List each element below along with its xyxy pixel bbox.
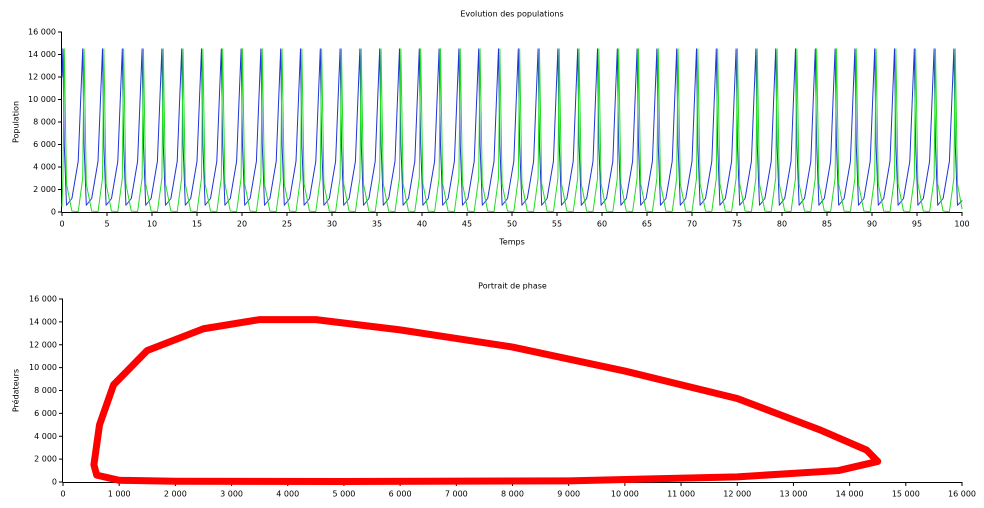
series-line: [61, 48, 963, 206]
chart-title: Portrait de phase: [478, 282, 547, 291]
x-tick-label: 13 000: [779, 490, 807, 499]
x-tick-label: 11 000: [667, 490, 695, 499]
y-tick-label: 2 000: [33, 185, 56, 194]
y-tick-label: 14 000: [28, 50, 56, 59]
x-tick-label: 70: [687, 220, 697, 229]
x-tick-label: 0: [60, 490, 65, 499]
x-tick-label: 40: [417, 220, 427, 229]
x-tick-label: 65: [642, 220, 652, 229]
y-tick-label: 16 000: [28, 28, 56, 37]
x-tick-label: 7 000: [445, 490, 468, 499]
x-tick-label: 4 000: [276, 490, 299, 499]
x-axis-label: Temps: [498, 238, 525, 247]
x-tick-label: 20: [237, 220, 247, 229]
y-tick-label: 4 000: [33, 163, 56, 172]
x-tick-label: 9 000: [557, 490, 580, 499]
x-tick-label: 10 000: [611, 490, 639, 499]
x-tick-label: 45: [462, 220, 472, 229]
y-tick-label: 16 000: [29, 295, 57, 304]
x-tick-label: 1 000: [108, 490, 131, 499]
chart-title: Evolution des populations: [460, 10, 563, 19]
y-tick-label: 14 000: [29, 317, 57, 326]
x-tick-label: 5: [104, 220, 109, 229]
y-tick-label: 10 000: [28, 95, 56, 104]
x-tick-label: 3 000: [220, 490, 243, 499]
x-tick-label: 15 000: [892, 490, 920, 499]
y-tick-label: 8 000: [34, 386, 57, 395]
x-tick-label: 0: [59, 220, 64, 229]
y-tick-label: 2 000: [34, 455, 57, 464]
y-tick-label: 12 000: [28, 73, 56, 82]
y-tick-label: 8 000: [33, 118, 56, 127]
x-tick-label: 60: [597, 220, 607, 229]
series-line: [90, 316, 882, 486]
x-tick-label: 75: [732, 220, 742, 229]
x-tick-label: 16 000: [948, 490, 976, 499]
x-tick-label: 12 000: [723, 490, 751, 499]
x-tick-label: 2 000: [164, 490, 187, 499]
x-tick-label: 5 000: [332, 490, 355, 499]
x-tick-label: 14 000: [836, 490, 864, 499]
y-tick-label: 12 000: [29, 340, 57, 349]
y-tick-label: 6 000: [34, 409, 57, 418]
x-tick-label: 50: [507, 220, 517, 229]
x-tick-label: 95: [912, 220, 922, 229]
x-tick-label: 6 000: [389, 490, 412, 499]
y-tick-label: 6 000: [33, 140, 56, 149]
x-tick-label: 8 000: [501, 490, 524, 499]
x-tick-label: 55: [552, 220, 562, 229]
x-tick-label: 15: [192, 220, 202, 229]
y-tick-label: 4 000: [34, 432, 57, 441]
y-tick-label: 10 000: [29, 363, 57, 372]
x-tick-label: 85: [822, 220, 832, 229]
x-tick-label: 100: [954, 220, 969, 229]
series-line: [61, 48, 963, 213]
x-tick-label: 10: [147, 220, 157, 229]
y-axis-label: Population: [12, 101, 21, 143]
x-tick-label: 30: [327, 220, 337, 229]
y-tick-label: 0: [51, 208, 56, 217]
x-tick-label: 90: [867, 220, 877, 229]
x-tick-label: 25: [282, 220, 292, 229]
x-tick-label: 80: [777, 220, 787, 229]
y-tick-label: 0: [52, 478, 57, 487]
x-tick-label: 35: [372, 220, 382, 229]
y-axis-label: Prédateurs: [11, 369, 21, 412]
